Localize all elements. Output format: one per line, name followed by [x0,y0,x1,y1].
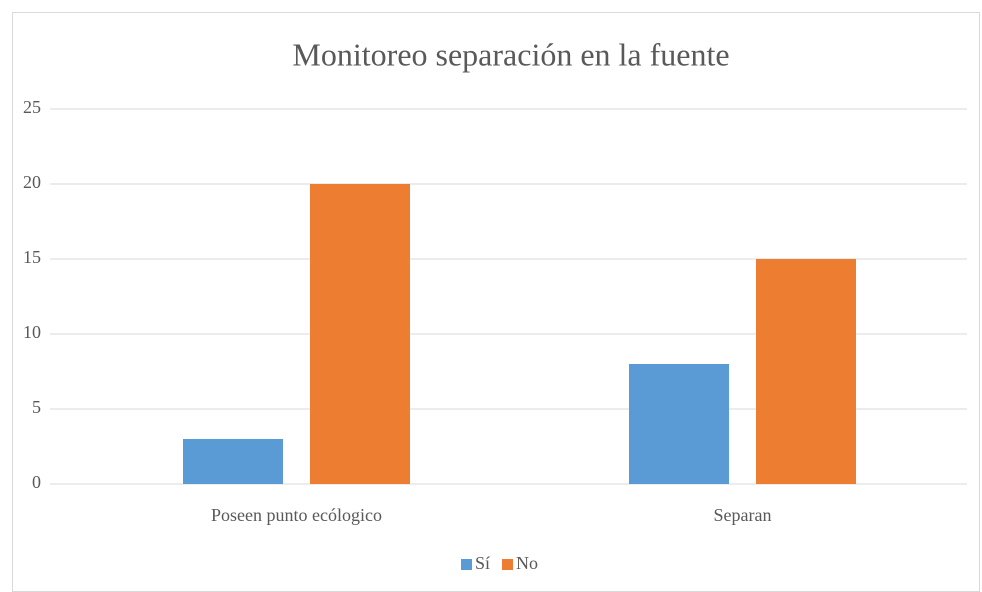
x-tick-label: Poseen punto ecólogico [211,505,382,525]
y-tick-label: 10 [23,322,41,342]
bar [310,184,410,484]
y-tick-label: 20 [23,172,41,192]
y-tick-label: 0 [32,472,41,492]
y-tick-label: 25 [23,97,41,117]
bar [183,439,283,484]
y-tick-label: 15 [23,247,41,267]
x-tick-label: Separan [714,505,772,525]
bar [629,364,729,484]
legend-label: No [516,553,538,573]
bar [756,259,856,484]
chart-title: Monitoreo separación en la fuente [292,36,729,72]
legend-swatch [502,559,514,570]
legend-label: Sí [475,553,490,573]
y-tick-label: 5 [32,397,41,417]
legend-swatch [461,559,472,570]
